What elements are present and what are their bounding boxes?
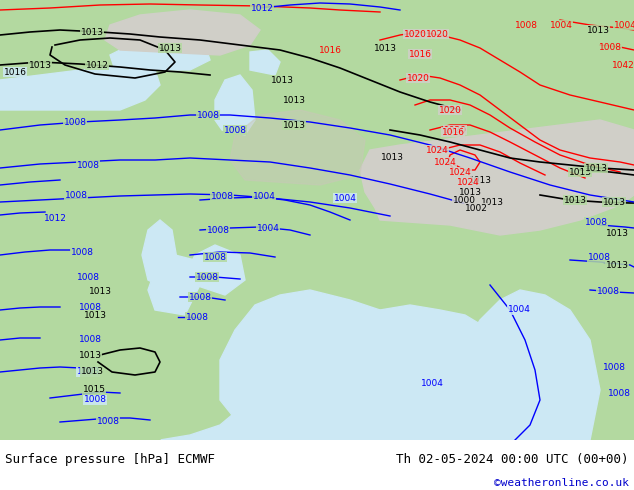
- Text: 1008: 1008: [210, 192, 233, 200]
- Text: 1013: 1013: [84, 311, 107, 319]
- Text: 1008: 1008: [84, 395, 107, 405]
- Polygon shape: [148, 255, 200, 315]
- Text: 1008: 1008: [63, 118, 86, 126]
- Text: 1004: 1004: [333, 194, 356, 202]
- Polygon shape: [142, 220, 178, 290]
- Text: 1013: 1013: [564, 196, 586, 204]
- Text: 1012: 1012: [86, 60, 108, 70]
- Text: 1008: 1008: [207, 225, 230, 235]
- Text: 1013: 1013: [158, 44, 181, 52]
- Text: 1004: 1004: [252, 192, 275, 200]
- Polygon shape: [465, 290, 600, 440]
- Text: 1013: 1013: [89, 288, 112, 296]
- Polygon shape: [250, 50, 280, 75]
- Text: 1013: 1013: [81, 27, 103, 36]
- Text: 1020: 1020: [406, 74, 429, 82]
- Text: 1013: 1013: [569, 168, 592, 176]
- Text: 1013: 1013: [380, 152, 403, 162]
- Text: 1008: 1008: [65, 191, 87, 199]
- Text: 1008: 1008: [79, 303, 101, 313]
- Text: 1012: 1012: [250, 3, 273, 13]
- Text: 1008: 1008: [188, 293, 212, 301]
- Text: 1024: 1024: [425, 146, 448, 154]
- Text: 1016: 1016: [408, 49, 432, 58]
- Text: Th 02-05-2024 00:00 UTC (00+00): Th 02-05-2024 00:00 UTC (00+00): [396, 452, 629, 466]
- Text: 1004: 1004: [550, 21, 573, 29]
- Text: 1013: 1013: [458, 188, 481, 196]
- Text: 1020: 1020: [425, 29, 448, 39]
- Text: ©weatheronline.co.uk: ©weatheronline.co.uk: [494, 477, 629, 488]
- Text: 1016: 1016: [4, 68, 27, 76]
- Polygon shape: [85, 345, 160, 440]
- Text: 1024: 1024: [456, 177, 479, 187]
- Text: 1015: 1015: [82, 386, 105, 394]
- Polygon shape: [0, 65, 160, 110]
- Text: 1008: 1008: [70, 247, 93, 256]
- Polygon shape: [105, 10, 260, 55]
- Text: 1008: 1008: [224, 125, 247, 134]
- Text: 1008: 1008: [597, 288, 619, 296]
- Text: 1008: 1008: [602, 363, 626, 371]
- Text: 1008: 1008: [515, 21, 538, 29]
- Text: 1008: 1008: [585, 218, 607, 226]
- Polygon shape: [360, 120, 634, 235]
- Text: 1008: 1008: [195, 272, 219, 281]
- Text: 1013: 1013: [585, 164, 607, 172]
- Text: 1016: 1016: [318, 46, 342, 54]
- Text: 1024: 1024: [434, 157, 456, 167]
- Polygon shape: [160, 305, 560, 440]
- Text: 1042: 1042: [612, 60, 634, 70]
- Polygon shape: [188, 245, 245, 295]
- Text: 1013: 1013: [81, 368, 103, 376]
- Text: 1020: 1020: [439, 105, 462, 115]
- Text: 1008: 1008: [79, 336, 101, 344]
- Text: 1013: 1013: [283, 121, 306, 129]
- Text: 1008: 1008: [197, 111, 219, 120]
- Polygon shape: [215, 75, 255, 135]
- Text: 1008: 1008: [598, 43, 621, 51]
- Text: 1004: 1004: [257, 223, 280, 232]
- Text: Surface pressure [hPa] ECMWF: Surface pressure [hPa] ECMWF: [5, 452, 215, 466]
- Text: 1008: 1008: [186, 313, 209, 321]
- Text: 1013: 1013: [605, 228, 628, 238]
- Text: 1012: 1012: [44, 214, 67, 222]
- Text: 1013: 1013: [481, 197, 503, 206]
- Text: 1013: 1013: [271, 75, 294, 84]
- Text: 1013: 1013: [283, 96, 306, 104]
- Text: 1004: 1004: [420, 378, 443, 388]
- Text: 1008: 1008: [607, 389, 630, 397]
- Text: 1008: 1008: [204, 252, 226, 262]
- Text: 1020: 1020: [444, 125, 467, 134]
- Text: 1013: 1013: [602, 197, 626, 206]
- Text: 1020: 1020: [404, 29, 427, 39]
- Polygon shape: [230, 110, 365, 185]
- Text: 1024: 1024: [449, 168, 471, 176]
- Text: 1013: 1013: [79, 350, 101, 360]
- Text: 1013: 1013: [605, 261, 628, 270]
- Text: 1008: 1008: [96, 417, 119, 426]
- Text: 1008: 1008: [588, 253, 611, 263]
- Text: 1008: 1008: [77, 161, 100, 170]
- Text: 1008: 1008: [77, 272, 100, 281]
- Text: 1004: 1004: [614, 21, 634, 29]
- Text: 1013: 1013: [373, 44, 396, 52]
- Polygon shape: [110, 40, 210, 70]
- Text: 1004: 1004: [508, 305, 531, 315]
- Text: 1008: 1008: [77, 368, 100, 376]
- Text: 1000: 1000: [453, 196, 476, 204]
- Text: 1013: 1013: [469, 175, 491, 185]
- Text: 1013: 1013: [586, 25, 609, 34]
- Text: 1002: 1002: [465, 203, 488, 213]
- Text: 1013: 1013: [29, 60, 51, 70]
- Text: 1016: 1016: [441, 127, 465, 137]
- Polygon shape: [220, 290, 380, 440]
